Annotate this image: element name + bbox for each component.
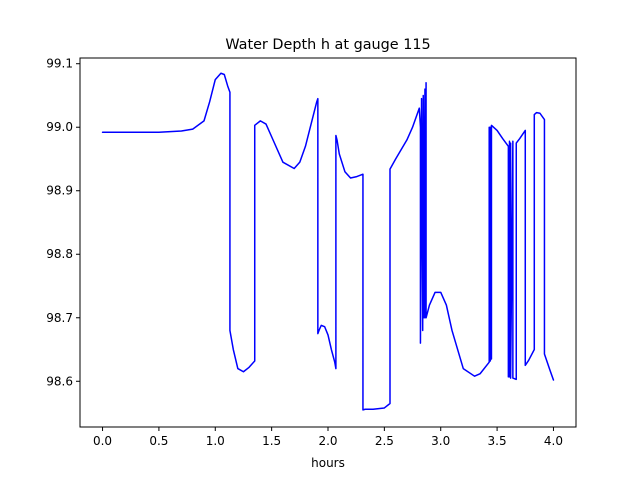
x-tick-label: 1.5 <box>262 434 281 448</box>
x-tick-label: 2.5 <box>375 434 394 448</box>
plot-area <box>80 58 576 427</box>
y-tick-label: 98.8 <box>46 247 73 261</box>
series-layer <box>101 72 555 411</box>
x-tick-label: 1.0 <box>206 434 225 448</box>
plot-frame <box>79 57 577 428</box>
x-axis-ticks: 0.0 0.5 1.0 1.5 2.0 2.5 3.0 3.5 4.0 <box>93 427 563 448</box>
x-tick-label: 0.5 <box>149 434 168 448</box>
y-axis-ticks: 98.6 98.7 98.8 98.9 99.0 99.1 <box>46 57 80 388</box>
y-tick-label: 98.9 <box>46 184 73 198</box>
x-tick-label: 3.0 <box>431 434 450 448</box>
y-tick-label: 98.6 <box>46 374 73 388</box>
x-tick-label: 3.5 <box>488 434 507 448</box>
y-tick-label: 99.1 <box>46 57 73 71</box>
x-axis-label: hours <box>311 456 345 470</box>
series-line <box>101 72 555 411</box>
y-tick-label: 98.7 <box>46 311 73 325</box>
chart-title: Water Depth h at gauge 115 <box>225 37 430 53</box>
x-tick-label: 4.0 <box>544 434 563 448</box>
x-tick-label: 2.0 <box>318 434 337 448</box>
y-tick-label: 99.0 <box>46 120 73 134</box>
x-tick-label: 0.0 <box>93 434 112 448</box>
